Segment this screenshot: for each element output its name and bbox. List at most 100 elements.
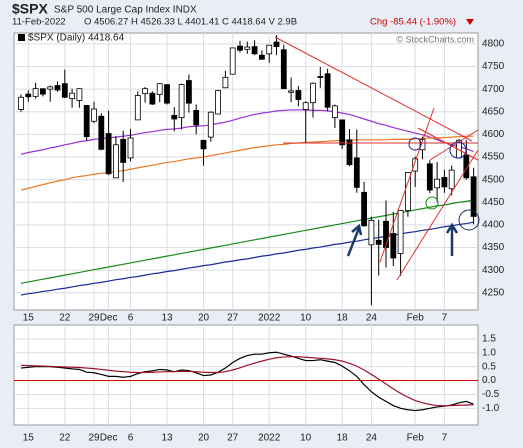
candle-body [105,133,112,175]
series-line [20,351,474,412]
x-tick-label: 7 [442,313,448,324]
candle-body [83,105,90,138]
candle-body [127,137,134,159]
candle-body [463,154,470,179]
y-tick-label: 4650 [482,106,505,117]
candle-body [397,210,404,254]
candle-body [149,92,156,105]
y-tick-label: 4700 [482,84,505,95]
series-line [20,109,474,155]
candle-body [470,176,477,217]
y-tick-label: 4750 [482,61,505,72]
y-tick-label: 0.0 [482,375,496,386]
candle-body [324,73,331,108]
candle-body [383,220,389,248]
candle-body [91,108,97,122]
series-line [20,356,474,407]
plot-layer: 15 22 29 Dec 6 13 20 27 2022 10 18 24 Feb 74250430043… [14,33,505,444]
arrow [346,223,363,257]
candle-body [207,111,214,138]
candle-body [32,88,39,97]
y-tick-label: 4350 [482,242,505,253]
x-tick-label: 29 [88,313,100,324]
trend-line [429,129,479,161]
x-tick-label: 24 [366,313,378,324]
candle-body [215,90,222,115]
x-tick-label: 6 [128,433,134,444]
candle-body [353,157,360,188]
circle-mark [408,137,422,151]
candle-body [69,92,75,100]
candle-body [120,138,127,163]
y-tick-label: 4400 [482,220,505,231]
candle-body [237,45,243,51]
x-tick-label: Dec [100,313,118,324]
x-tick-label: Feb [407,433,425,444]
y-tick-label: 4300 [482,265,505,276]
trend-line [396,149,479,281]
quote: O 4506.27 H 4526.33 L 4401.41 C 4418.64 … [84,17,297,28]
symbol: $SPX [12,1,48,17]
x-tick-label: Dec [100,433,118,444]
legend-swatch [18,34,25,41]
candle-body [164,84,170,104]
candle-body [47,86,54,90]
y-tick-label: 4500 [482,174,505,185]
candle-body [244,46,251,50]
x-tick-label: 20 [198,433,210,444]
x-tick-label: 29 [88,433,100,444]
candle-body [412,158,419,172]
candle-body [134,95,141,121]
candle-body [302,102,309,110]
candle-body [295,90,302,100]
candle-body [317,76,324,78]
x-tick-label: 7 [442,433,448,444]
candle-body [288,90,295,93]
candle-body [171,114,178,120]
circle-mark [458,209,480,231]
x-tick-label: 15 [23,313,35,324]
candle-body [273,41,280,47]
price-panel [13,32,479,311]
x-tick-label: 10 [300,313,312,324]
trend-line [274,36,473,142]
x-tick-label: 24 [366,433,378,444]
candle-body [178,84,185,119]
trend-line [379,107,435,263]
x-tick-label: 2022 [258,313,281,324]
x-tick-label: 6 [128,313,134,324]
y-tick-label: -0.5 [482,389,500,400]
circle-mark [425,196,439,210]
candle-body [434,178,441,189]
x-tick-label: Feb [407,313,425,324]
candle-body [404,172,411,211]
x-tick-label: 13 [161,433,173,444]
candle-body [390,233,397,259]
candle-body [156,83,163,95]
annotations [274,36,480,281]
x-tick-label: 27 [227,433,239,444]
candle-body [18,96,24,110]
x-tick-label: 18 [337,433,349,444]
circle-mark [449,141,467,159]
candle-body [76,88,83,101]
y-tick-label: 1.5 [482,334,496,345]
y-tick-label: 4450 [482,197,505,208]
candle-body [251,46,258,55]
candle-body [185,80,192,104]
candle-body [375,239,382,245]
candle-body [346,139,353,166]
candle-body [113,144,119,179]
candle-body [331,105,338,119]
x-tick-label: 22 [59,433,71,444]
candle-body [40,88,46,95]
series-line [20,135,474,191]
candle-body [258,54,265,60]
x-tick-label: 27 [227,313,239,324]
candle-body [266,44,273,55]
x-tick-label: 13 [161,313,173,324]
y-tick-label: 0.5 [482,361,496,372]
candle-body [142,88,149,95]
y-tick-label: 4600 [482,129,505,140]
